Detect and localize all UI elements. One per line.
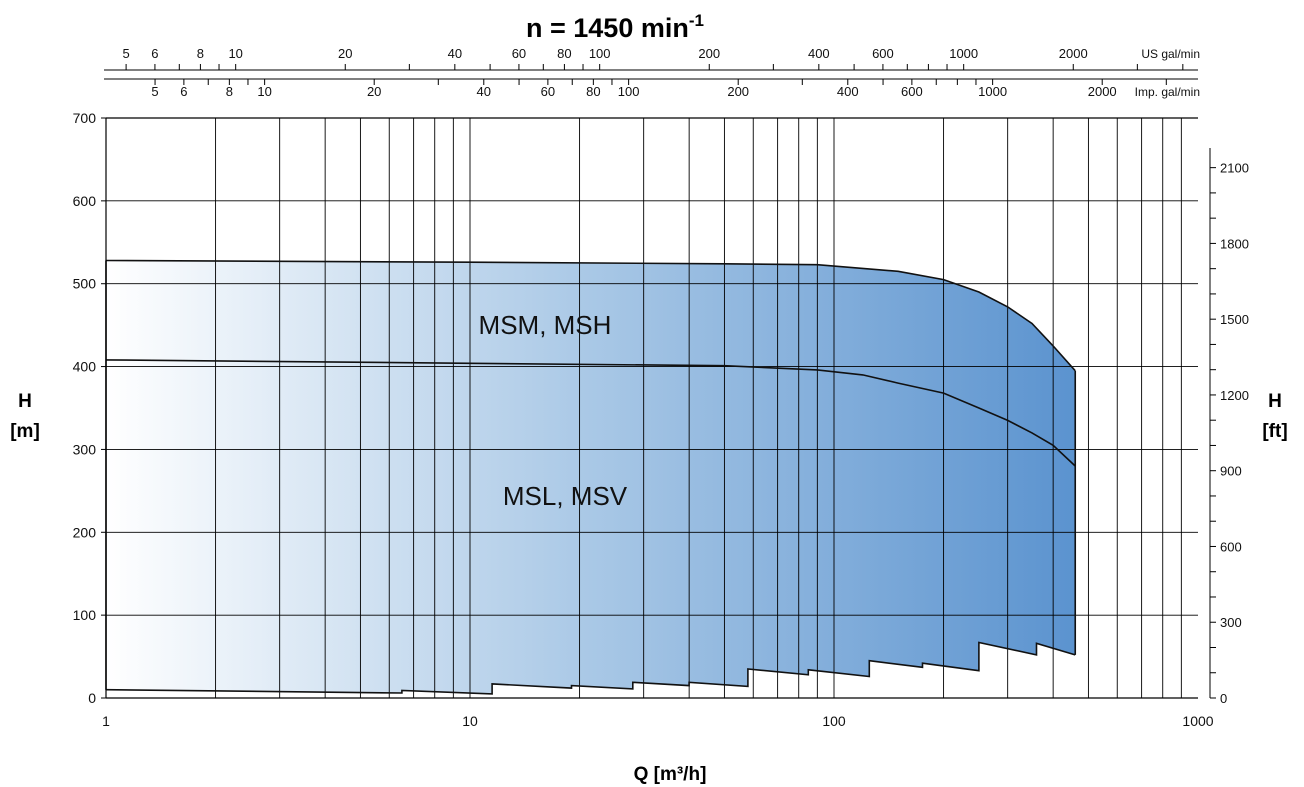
y2-tick-label: 900: [1220, 464, 1242, 479]
axes: [101, 117, 1216, 699]
curve-msm-msh: [105, 259, 1076, 372]
y2-tick-label: 1500: [1220, 312, 1249, 327]
imp-gal-tick-label: 10: [257, 84, 271, 99]
range-fill: [106, 260, 1076, 694]
y-axis-label-symbol: H: [18, 391, 32, 412]
us-gal-tick-label: 6: [151, 46, 158, 61]
x-tick-label: 1000: [1182, 713, 1213, 729]
us-gal-tick-label: 600: [872, 46, 894, 61]
us-gal-tick-label: 8: [197, 46, 204, 61]
y2-tick-label: 600: [1220, 539, 1242, 554]
x-tick-label: 100: [822, 713, 846, 729]
y-tick-label: 300: [73, 441, 97, 457]
imp-gal-tick-label: 1000: [978, 84, 1007, 99]
curve-msl-msv: [105, 359, 1076, 467]
series-label-msl-msv: MSL, MSV: [503, 481, 628, 511]
y-tick-label: 500: [73, 276, 97, 292]
imp-gal-tick-label: 100: [618, 84, 640, 99]
y-tick-label: 700: [73, 110, 97, 126]
imp-gal-tick-label: 600: [901, 84, 923, 99]
imp-gal-tick-label: 80: [586, 84, 600, 99]
imp-gal-tick-label: 60: [541, 84, 555, 99]
x-tick-label: 1: [102, 713, 110, 729]
us-gal-tick-label: 400: [808, 46, 830, 61]
curve-min-head: [105, 641, 1076, 695]
us-gal-tick-label: 60: [512, 46, 526, 61]
imp-gal-tick-label: 20: [367, 84, 381, 99]
series-label-msm-msh: MSM, MSH: [479, 310, 612, 340]
us-gal-tick-label: 1000: [949, 46, 978, 61]
imp-gal-tick-label: 2000: [1088, 84, 1117, 99]
x-tick-label: 10: [462, 713, 478, 729]
y2-axis-label-unit: [ft]: [1262, 421, 1287, 442]
y-tick-label: 200: [73, 524, 97, 540]
y2-tick-label: 2100: [1220, 161, 1249, 176]
imp-gal-tick-label: 400: [837, 84, 859, 99]
imp-gal-tick-label: 6: [180, 84, 187, 99]
y2-tick-label: 300: [1220, 615, 1242, 630]
us-gal-tick-label: 80: [557, 46, 571, 61]
y-tick-label: 0: [88, 690, 96, 706]
us-gal-tick-label: 2000: [1059, 46, 1088, 61]
y2-tick-label: 0: [1220, 691, 1227, 706]
y-tick-label: 100: [73, 607, 97, 623]
y2-tick-label: 1200: [1220, 388, 1249, 403]
imp-gal-unit-label: Imp. gal/min: [1135, 85, 1200, 99]
y-tick-label: 600: [73, 193, 97, 209]
us-gal-tick-label: 5: [122, 46, 129, 61]
chart-title: n = 1450 min-1: [526, 11, 704, 43]
imp-gal-tick-label: 5: [151, 84, 158, 99]
labels: 0 100 200 300 400 500 600 700 1 10 100 1000 0 300 600 9…: [73, 110, 1249, 729]
us-gal-tick-label: 100: [589, 46, 611, 61]
y2-axis-label-symbol: H: [1268, 391, 1282, 412]
us-gal-unit-label: US gal/min: [1141, 47, 1200, 61]
x-axis-label: Q [m³/h]: [634, 764, 707, 785]
y-tick-label: 400: [73, 359, 97, 375]
y2-tick-label: 1800: [1220, 236, 1249, 251]
operating-range-area: [106, 260, 1076, 694]
imp-gal-tick-label: 200: [727, 84, 749, 99]
imp-gal-tick-label: 40: [477, 84, 491, 99]
us-gal-tick-label: 20: [338, 46, 352, 61]
y-axis-label-unit: [m]: [10, 421, 40, 442]
top-axes: 5 6 8 10 20 40 60 80 100 200 400 600 1000 2000 5 6 8 10 20…: [104, 46, 1200, 99]
us-gal-tick-label: 200: [698, 46, 720, 61]
imp-gal-tick-label: 8: [226, 84, 233, 99]
us-gal-tick-label: 40: [448, 46, 462, 61]
us-gal-tick-label: 10: [228, 46, 242, 61]
